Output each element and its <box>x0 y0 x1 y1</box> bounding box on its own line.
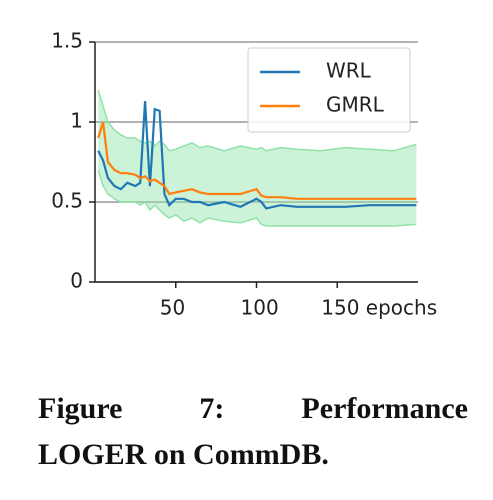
legend-label: GMRL <box>326 93 385 117</box>
series-line <box>97 101 417 210</box>
legend-label: WRL <box>326 59 372 83</box>
x-tick-label: 150 epochs <box>321 296 437 320</box>
x-tick-label: 50 <box>160 296 185 320</box>
chart: 0 0.5 1 1.5 50 100 150 epochs WRL GMRL <box>51 29 437 320</box>
series-line <box>97 121 417 200</box>
x-tick-label: 100 <box>241 296 279 320</box>
caption-line: LOGER on CommDB. <box>38 438 329 471</box>
caption-line: Figure 7: Performance <box>38 392 468 425</box>
band-edge <box>97 169 417 227</box>
y-tick-label: 0.5 <box>51 189 83 213</box>
y-tick-label: 0 <box>70 269 83 293</box>
legend-box <box>247 47 411 133</box>
band-edge <box>97 89 417 152</box>
y-tick-label: 1 <box>70 109 83 133</box>
y-tick-label: 1.5 <box>51 29 83 53</box>
